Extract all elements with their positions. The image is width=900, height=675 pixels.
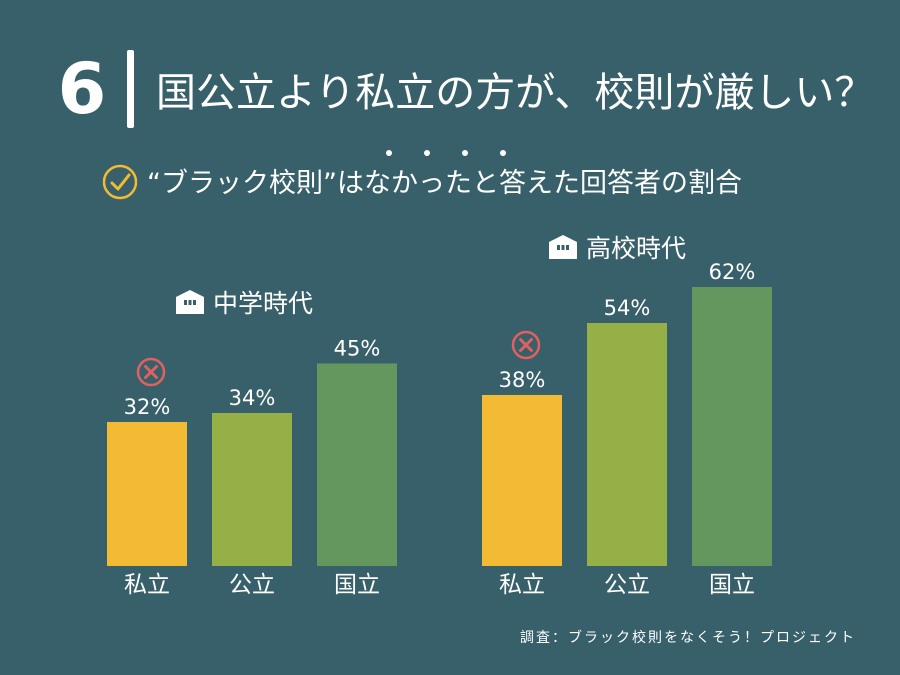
data-label: 32% — [124, 395, 171, 419]
emphasis-dot — [500, 150, 506, 156]
category-label: 私立 — [124, 572, 170, 598]
section-number: 6 — [57, 48, 107, 130]
group-title: 中学時代 — [213, 289, 314, 318]
bar — [692, 287, 772, 566]
group-label-high-school: 高校時代 — [548, 230, 686, 264]
category-label: 公立 — [229, 572, 275, 598]
bar — [107, 422, 187, 566]
school-building-icon — [176, 290, 204, 314]
page-title: 国公立より私立の方が、校則が厳しい？ — [156, 70, 875, 116]
x-mark — [144, 365, 158, 379]
bar — [212, 413, 292, 566]
bar — [482, 395, 562, 566]
source-note: 調査：ブラック校則をなくそう！プロジェクト — [520, 630, 856, 646]
chart-subtitle: “ブラック校則”はなかったと答えた回答者の割合 — [147, 168, 742, 199]
x-circle-icon — [136, 357, 166, 387]
emphasis-dot — [424, 150, 430, 156]
category-label: 私立 — [499, 572, 545, 598]
data-label: 34% — [229, 386, 276, 410]
data-label: 54% — [604, 296, 651, 320]
bar — [317, 363, 397, 566]
data-label: 45% — [334, 337, 381, 361]
group-label-junior-high: 中学時代 — [175, 285, 313, 319]
title-divider — [127, 50, 134, 128]
category-label: 国立 — [709, 572, 755, 598]
emphasis-dot — [462, 150, 468, 156]
emphasis-dots — [386, 150, 506, 164]
x-mark — [519, 338, 533, 352]
category-label: 公立 — [604, 572, 650, 598]
x-circle-icon — [511, 330, 541, 360]
data-label: 38% — [499, 368, 546, 392]
school-building-icon — [549, 235, 577, 259]
check-circle-icon — [102, 164, 138, 200]
emphasis-dot — [386, 150, 392, 156]
category-label: 国立 — [334, 572, 380, 598]
data-label: 62% — [709, 260, 756, 284]
bar — [587, 323, 667, 566]
group-title: 高校時代 — [586, 234, 687, 263]
